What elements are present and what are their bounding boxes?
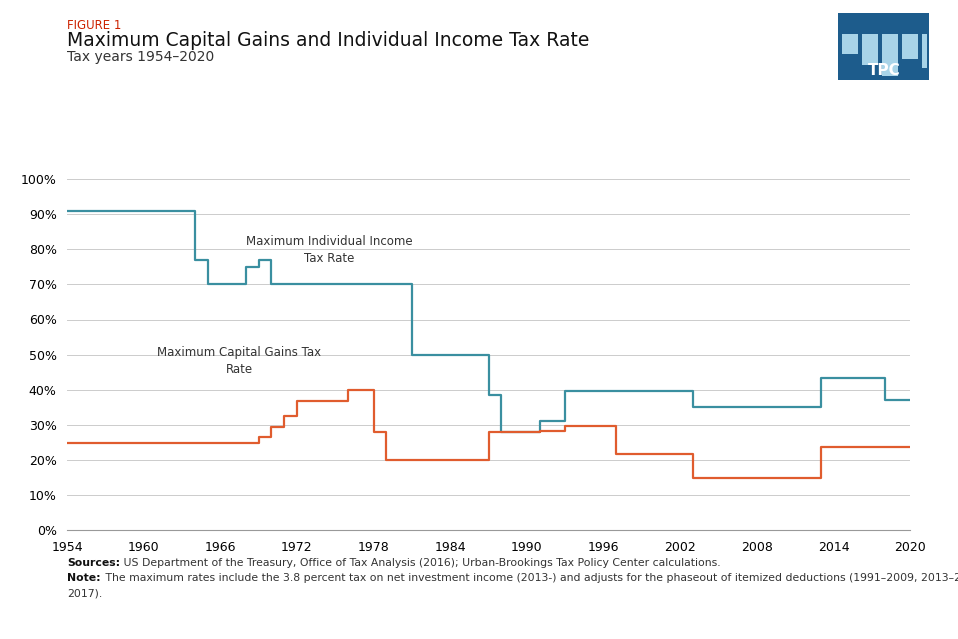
Bar [842,34,858,54]
Text: FIGURE 1: FIGURE 1 [67,19,122,32]
FancyBboxPatch shape [838,13,929,80]
Text: 2017).: 2017). [67,588,103,598]
Bar [862,34,878,65]
Text: Maximum Capital Gains Tax
Rate: Maximum Capital Gains Tax Rate [157,346,322,376]
Text: Maximum Individual Income
Tax Rate: Maximum Individual Income Tax Rate [245,235,412,265]
Text: TPC: TPC [867,63,901,78]
Bar [882,34,899,76]
Text: The maximum rates include the 3.8 percent tax on net investment income (2013-) a: The maximum rates include the 3.8 percen… [102,573,958,583]
Bar [922,34,927,68]
Text: Tax years 1954–2020: Tax years 1954–2020 [67,50,215,64]
Text: US Department of the Treasury, Office of Tax Analysis (2016); Urban-Brookings Ta: US Department of the Treasury, Office of… [120,557,720,567]
Bar [901,34,919,59]
Text: Maximum Capital Gains and Individual Income Tax Rate: Maximum Capital Gains and Individual Inc… [67,31,589,50]
Text: Sources:: Sources: [67,557,120,567]
Text: Note:: Note: [67,573,101,583]
